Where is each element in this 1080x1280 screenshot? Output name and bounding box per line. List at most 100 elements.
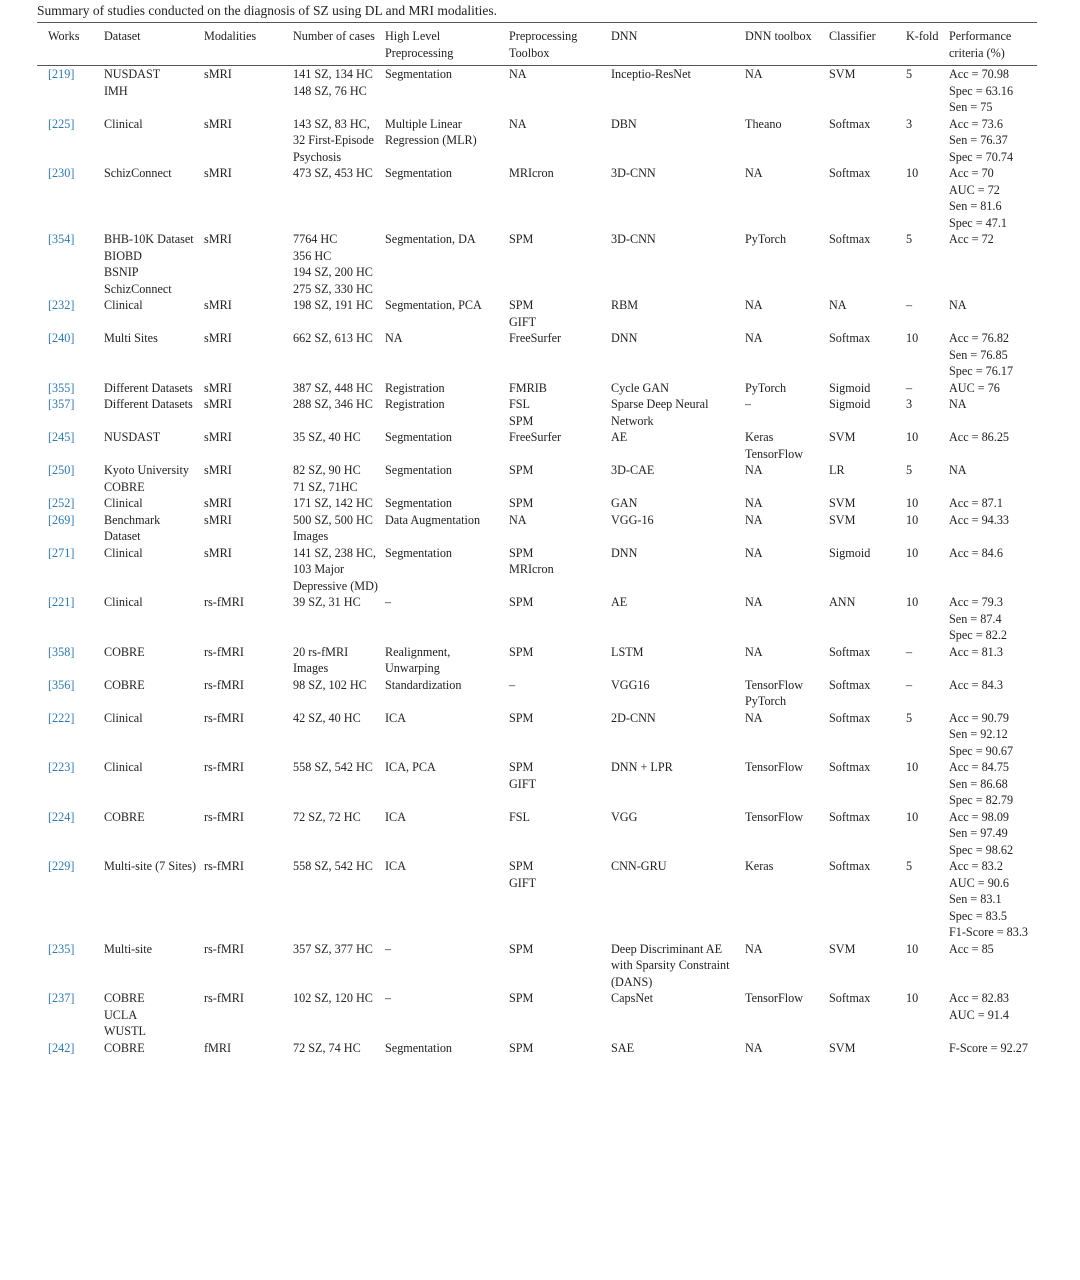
table-cell: AE: [611, 594, 745, 644]
table-cell: [230]: [37, 165, 104, 231]
citation-link[interactable]: [222]: [48, 710, 75, 725]
citation-link[interactable]: [356]: [48, 677, 75, 692]
table-cell: [271]: [37, 545, 104, 595]
column-header: High Level Preprocessing: [385, 28, 509, 66]
cell-text: rs-fMRI: [204, 644, 244, 659]
cell-text: Different Datasets: [104, 397, 193, 411]
citation-link[interactable]: [271]: [48, 545, 75, 560]
cell-text: FreeSurfer: [509, 331, 562, 345]
table-cell: 2D-CNN: [611, 710, 745, 760]
citation-link[interactable]: [219]: [48, 67, 75, 81]
table-cell: AUC = 76: [949, 380, 1037, 397]
cell-text: Registration: [385, 397, 445, 411]
table-row: [222] Clinical rs-fMRI 42 SZ, 40 HC ICA SPM 2D…: [37, 710, 1037, 760]
cell-text: –: [906, 380, 913, 395]
citation-link[interactable]: [232]: [48, 298, 75, 312]
citation-link[interactable]: [235]: [48, 941, 75, 956]
table-cell: Acc = 94.33: [949, 512, 1037, 545]
table-cell: 3: [906, 116, 949, 166]
cell-text: rs-fMRI: [204, 710, 244, 725]
table-cell: NA: [745, 594, 829, 644]
citation-link[interactable]: [355]: [48, 380, 75, 395]
table-cell: RBM: [611, 297, 745, 330]
table-cell: FMRIB: [509, 380, 611, 397]
cell-text: 288 SZ, 346 HC: [293, 397, 373, 411]
cell-text: TensorFlow: [745, 760, 804, 774]
table-row: [357] Different Datasets sMRI 288 SZ, 346 H…: [37, 396, 1037, 429]
citation-link[interactable]: [250]: [48, 463, 75, 477]
cell-text: CNN-GRU: [611, 859, 667, 873]
table-row: [252] Clinical sMRI 171 SZ, 142 HC Segmentat…: [37, 495, 1037, 512]
cell-text: SPM: [509, 463, 534, 477]
cell-text: 194 SZ, 200 HC: [293, 265, 373, 279]
cell-text: AUC = 72: [949, 182, 1000, 197]
citation-link[interactable]: [224]: [48, 809, 75, 824]
cell-text: Sen = 76.37: [949, 133, 1008, 147]
table-cell: 387 SZ, 448 HC: [293, 380, 385, 397]
citation-link[interactable]: [242]: [48, 1040, 75, 1055]
citation-link[interactable]: [245]: [48, 430, 75, 444]
cell-text: COBRE: [104, 1040, 145, 1055]
cell-text: CapsNet: [611, 991, 653, 1005]
citation-link[interactable]: [357]: [48, 397, 75, 411]
table-row: [223] Clinical rs-fMRI 558 SZ, 542 HC ICA, P…: [37, 759, 1037, 809]
table-cell: NA: [745, 462, 829, 495]
table-cell: Keras: [745, 858, 829, 941]
table-cell: 10: [906, 165, 949, 231]
citation-link[interactable]: [252]: [48, 496, 75, 510]
table-cell: sMRI: [204, 297, 293, 330]
citation-link[interactable]: [229]: [48, 859, 75, 873]
cell-text: Spec = 82.79: [949, 793, 1014, 807]
cell-text: 5: [906, 232, 913, 246]
table-cell: sMRI: [204, 165, 293, 231]
cell-text: TensorFlow: [745, 991, 804, 1005]
cell-text: F1-Score = 83.3: [949, 925, 1028, 939]
cell-text: AUC = 76: [949, 380, 1000, 395]
table-cell: NA: [745, 545, 829, 595]
cell-text: 5: [906, 67, 913, 81]
cell-text: 473 SZ, 453 HC: [293, 166, 373, 180]
table-cell: DBN: [611, 116, 745, 166]
table-cell: Softmax: [829, 858, 906, 941]
cell-text: Acc = 73.6: [949, 116, 1003, 131]
table-row: [230] SchizConnect sMRI 473 SZ, 453 HC Segme…: [37, 165, 1037, 231]
table-row: [235] Multi-site rs-fMRI 357 SZ, 377 HC – SPM…: [37, 941, 1037, 991]
table-cell: Different Datasets: [104, 380, 204, 397]
citation-link[interactable]: [269]: [48, 512, 75, 527]
table-cell: Clinical: [104, 495, 204, 512]
table-cell: sMRI: [204, 396, 293, 429]
cell-text: NA: [509, 512, 527, 527]
citation-link[interactable]: [237]: [48, 991, 75, 1005]
cell-text: 3D-CNN: [611, 232, 656, 246]
table-cell: SPM GIFT: [509, 297, 611, 330]
citation-link[interactable]: [223]: [48, 760, 75, 774]
table-cell: 7764 HC 356 HC 194 SZ, 200 HC 275 SZ, 330 H…: [293, 231, 385, 297]
table-cell: F-Score = 92.27: [949, 1040, 1037, 1057]
cell-text: –: [385, 595, 392, 609]
cell-text: Clinical: [104, 710, 143, 725]
cell-text: Softmax: [829, 710, 871, 725]
table-cell: rs-fMRI: [204, 941, 293, 991]
cell-text: Sen = 97.49: [949, 826, 1008, 840]
citation-link[interactable]: [354]: [48, 232, 75, 246]
citation-link[interactable]: [358]: [48, 644, 75, 659]
citation-link[interactable]: [221]: [48, 595, 75, 609]
citation-link[interactable]: [240]: [48, 331, 75, 345]
table-cell: [235]: [37, 941, 104, 991]
table-cell: COBRE: [104, 677, 204, 710]
table-cell: SVM: [829, 512, 906, 545]
cell-text: VGG: [611, 809, 638, 824]
table-cell: Softmax: [829, 710, 906, 760]
table-cell: [221]: [37, 594, 104, 644]
table-cell: 198 SZ, 191 HC: [293, 297, 385, 330]
table-cell: 39 SZ, 31 HC: [293, 594, 385, 644]
table-cell: Kyoto University COBRE: [104, 462, 204, 495]
citation-link[interactable]: [225]: [48, 116, 75, 131]
cell-text: Spec = 83.5: [949, 908, 1007, 923]
table-cell: 141 SZ, 134 HC 148 SZ, 76 HC: [293, 66, 385, 116]
cell-text: 39 SZ, 31 HC: [293, 595, 361, 609]
cell-text: Clinical: [104, 545, 143, 560]
table-cell: SPM: [509, 231, 611, 297]
cell-text: 102 SZ, 120 HC: [293, 991, 373, 1005]
citation-link[interactable]: [230]: [48, 166, 75, 180]
